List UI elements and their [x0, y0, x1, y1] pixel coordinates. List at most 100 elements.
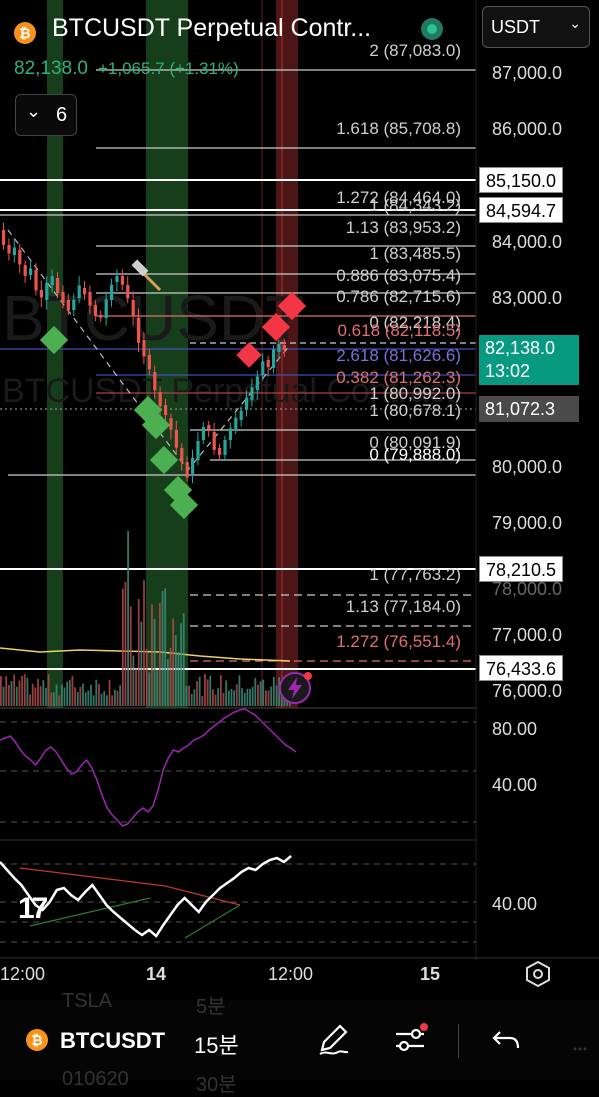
- fib-label: 2.618 (81,626.6): [336, 346, 461, 365]
- candle-body: [88, 292, 92, 306]
- candle-body: [126, 285, 130, 299]
- volume-bar: [174, 635, 177, 706]
- candle-body: [228, 428, 232, 440]
- volume-bar: [159, 603, 161, 706]
- ghost-interval: 5분: [196, 996, 226, 1018]
- price-tick: 79,000.0: [492, 513, 563, 533]
- volume-bar: [278, 677, 281, 706]
- volume-bar: [219, 675, 222, 706]
- price-label-81072: 81,072.3: [479, 396, 579, 422]
- candle-body: [185, 462, 189, 478]
- toolbar-divider: [458, 1024, 459, 1058]
- candle-body: [93, 305, 97, 316]
- volume-bar: [230, 688, 233, 706]
- volume-bar: [132, 655, 135, 706]
- volume-bar: [238, 675, 241, 706]
- fib-label: 1.13 (83,953.2): [345, 218, 461, 237]
- candle-body: [142, 340, 146, 357]
- currency-select[interactable]: USDT ⌄: [482, 6, 590, 48]
- volume-bar: [283, 695, 286, 706]
- tradingview-logo: 17: [18, 892, 48, 925]
- green-zone-1: [47, 0, 63, 708]
- volume-bar: [217, 687, 220, 706]
- fib-label: 1.13 (77,184.0): [345, 597, 461, 616]
- volume-bar: [45, 687, 47, 706]
- volume-bar: [53, 692, 55, 706]
- pencil-icon[interactable]: [314, 1020, 354, 1060]
- volume-bar: [2, 686, 5, 706]
- indicators-toggle-button[interactable]: ⌄ 6: [15, 94, 77, 136]
- fib-label: 2 (87,083.0): [369, 41, 461, 60]
- chart-title[interactable]: BTCUSDT Perpetual Contr...: [52, 14, 372, 42]
- volume-bar: [50, 692, 53, 706]
- price-tick: 80,000.0: [492, 457, 563, 477]
- volume-bar: [116, 690, 119, 706]
- volume-bar: [5, 676, 8, 706]
- ghost-interval: 30분: [196, 1074, 237, 1096]
- volume-bar: [95, 679, 98, 706]
- live-status-icon: [421, 18, 443, 40]
- volume-bar: [246, 688, 249, 706]
- volume-bar: [270, 686, 273, 706]
- candle-body: [72, 299, 76, 310]
- volume-bar: [55, 684, 58, 706]
- fib-label: 1 (83,485.5): [369, 244, 461, 263]
- candle-body: [99, 315, 103, 318]
- volume-bars: [0, 531, 291, 706]
- undo-icon[interactable]: [486, 1020, 526, 1060]
- interval-selector[interactable]: 15분: [194, 1033, 239, 1058]
- volume-bar: [182, 613, 185, 706]
- volume-bar: [113, 689, 116, 706]
- volume-bar: [259, 681, 262, 706]
- volume-bar: [169, 647, 172, 706]
- candle-body: [201, 426, 205, 440]
- volume-bar: [58, 695, 61, 706]
- candle-body: [39, 290, 43, 298]
- candle-body: [255, 376, 259, 390]
- volume-bar: [201, 695, 204, 706]
- symbol-selector[interactable]: BTCUSDT: [60, 1028, 166, 1053]
- volume-bar: [280, 694, 283, 706]
- volume-bar: [185, 685, 188, 706]
- btc-coin-icon: ₿: [26, 1029, 48, 1051]
- main-chart[interactable]: BTCUSDT BTCUSDT Perpetual Contract: [0, 0, 599, 960]
- candle-body: [245, 397, 249, 410]
- candle-body: [158, 392, 162, 407]
- candle-body: [56, 278, 60, 294]
- volume-bar: [42, 680, 45, 706]
- candle-body: [83, 288, 87, 295]
- candle-body: [61, 292, 65, 303]
- volume-bar: [74, 687, 76, 706]
- fib-label: 0.786 (82,715.6): [336, 287, 461, 306]
- rsi-pane: [0, 708, 476, 827]
- volume-bar: [47, 674, 50, 706]
- volume-bar: [241, 688, 243, 706]
- lightning-icon[interactable]: [279, 672, 312, 704]
- hammer-icon: [131, 259, 162, 292]
- osc-trend-red: [19, 867, 241, 906]
- candle-body: [234, 417, 238, 430]
- green-zone-2: [146, 0, 188, 708]
- hexagon-settings-icon[interactable]: [524, 960, 552, 988]
- fib-label: 1 (80,992.0): [369, 384, 461, 403]
- volume-bar: [100, 693, 103, 706]
- more-icon[interactable]: [573, 1038, 587, 1051]
- volume-bar: [151, 604, 153, 706]
- volume-bar: [90, 684, 92, 706]
- candle-body: [250, 387, 254, 400]
- sliders-icon[interactable]: [392, 1020, 432, 1060]
- volume-bar: [79, 686, 82, 706]
- volume-bar: [214, 694, 217, 706]
- candle-body: [169, 418, 173, 430]
- volume-bar: [7, 685, 10, 706]
- osc-tick: 40.00: [492, 894, 538, 914]
- volume-bar: [21, 675, 23, 706]
- candle-body: [34, 270, 38, 291]
- volume-bar: [92, 695, 95, 706]
- candle-body: [153, 372, 157, 391]
- volume-bar: [119, 685, 122, 706]
- volume-bar: [190, 693, 193, 706]
- chevron-down-icon: ⌄: [26, 101, 42, 121]
- candle-body: [218, 448, 222, 455]
- rsi-tick: 80.00: [492, 719, 538, 739]
